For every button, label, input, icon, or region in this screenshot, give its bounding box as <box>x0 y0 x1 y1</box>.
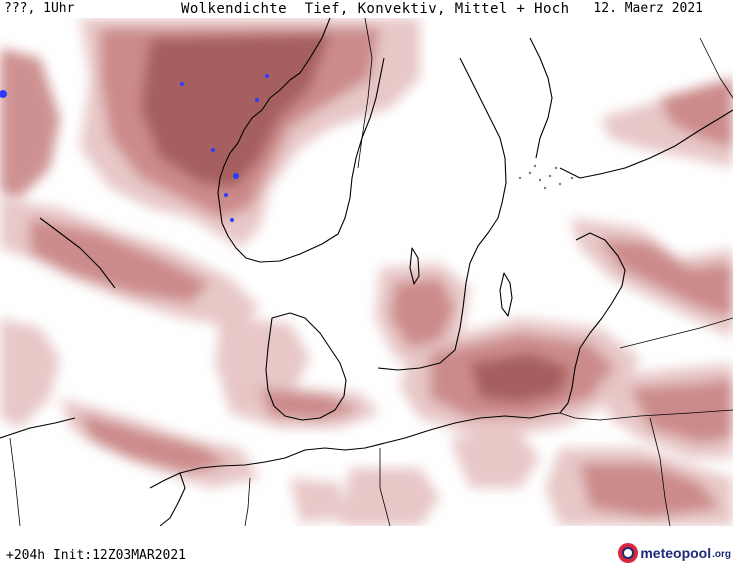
logo-text: meteopool <box>640 545 712 561</box>
coastlines <box>0 18 733 526</box>
meteopool-logo[interactable]: meteopool .org <box>618 542 731 564</box>
cloud-density-map <box>0 18 733 526</box>
logo-tld: .org <box>712 549 731 560</box>
map-title: Wolkendichte Tief, Konvektiv, Mittel + H… <box>181 1 570 17</box>
map-footer: +204h Init:12Z03MAR2021 meteopool .org <box>0 526 733 566</box>
run-info: +204h Init:12Z03MAR2021 <box>6 548 187 563</box>
meteopool-logo-icon <box>618 543 639 563</box>
forecast-day-label: ???, 1Uhr <box>4 1 75 16</box>
precip-markers <box>0 74 269 222</box>
cloud-cover-layer <box>0 18 733 526</box>
map-header: ???, 1Uhr Wolkendichte Tief, Konvektiv, … <box>0 0 733 18</box>
valid-date: 12. Maerz 2021 <box>593 1 703 16</box>
archipelago <box>518 164 574 190</box>
